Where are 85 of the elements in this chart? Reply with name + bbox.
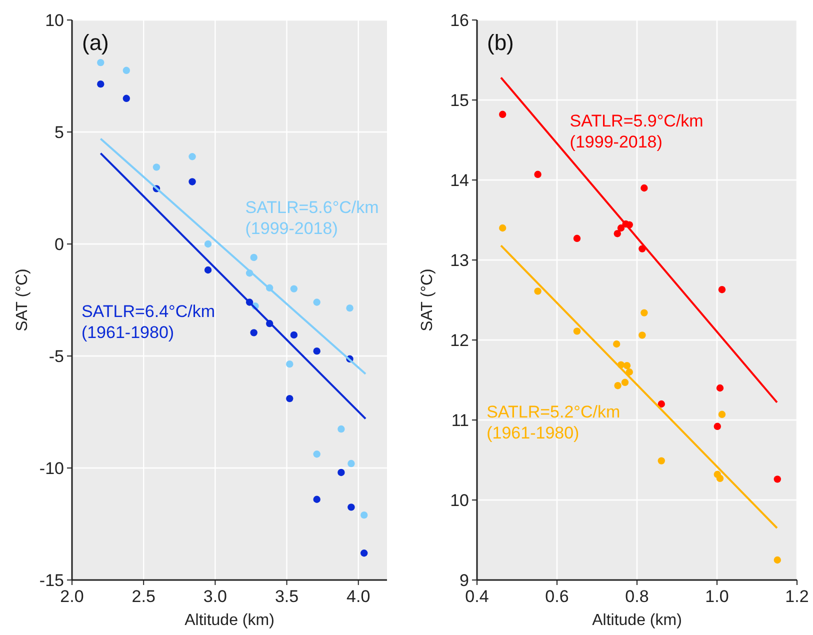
y-tick-label: 13 [450, 251, 469, 270]
point [152, 164, 160, 171]
point [658, 400, 665, 408]
point [623, 362, 631, 370]
point [188, 178, 196, 186]
x-tick-label: 3.0 [203, 587, 227, 606]
x-tick-label: 0.6 [545, 587, 569, 606]
x-tick-label: 4.0 [346, 587, 370, 606]
point [250, 254, 258, 262]
point [313, 450, 320, 458]
point [534, 288, 542, 295]
point [573, 328, 581, 335]
point [348, 504, 355, 511]
annotation: SATLR=5.6°C/km (1999-2018) [245, 198, 379, 238]
annotation: SATLR=5.2°C/km (1961-1980) [486, 402, 620, 443]
point [774, 556, 781, 564]
point [188, 153, 196, 160]
point [338, 425, 345, 433]
text: (a) [82, 30, 109, 55]
point [614, 230, 621, 238]
x-axis-title: Altitude (km) [184, 612, 274, 629]
point [613, 340, 620, 348]
text: (b) [487, 30, 514, 55]
x-tick-label: 1.2 [785, 587, 809, 606]
point [534, 170, 542, 178]
x-axis-title: Altitude (km) [592, 612, 682, 629]
point [313, 347, 320, 355]
point [97, 80, 104, 88]
point [716, 474, 724, 482]
point [640, 309, 648, 316]
point [360, 550, 368, 557]
point [718, 410, 726, 418]
point [614, 382, 622, 390]
y-tick-label: 5 [54, 123, 64, 142]
point [718, 286, 726, 294]
y-tick-label: 14 [450, 171, 469, 190]
y-tick-label: 10 [450, 491, 469, 510]
point [122, 66, 130, 74]
point [658, 457, 665, 464]
x-tick-label: 3.5 [274, 587, 299, 606]
point [499, 110, 506, 118]
annotation: SATLR=5.9°C/km (1999-2018) [570, 111, 704, 152]
point [573, 234, 581, 242]
point [638, 332, 646, 339]
y-tick-label: 12 [450, 331, 469, 350]
point [774, 476, 781, 483]
y-tick-label: 11 [451, 411, 469, 430]
x-tick-label: 2.0 [60, 587, 84, 606]
y-tick-label: 15 [450, 91, 469, 110]
point [621, 378, 629, 386]
x-tick-label: 0.8 [625, 587, 649, 606]
y-tick-label: -15 [39, 571, 64, 590]
y-tick-label: -5 [48, 347, 64, 366]
point [204, 266, 212, 274]
point [626, 368, 633, 376]
x-tick-label: 2.5 [132, 587, 156, 606]
annotation: SATLR=6.4°C/km (1961-1980) [81, 302, 216, 342]
point [122, 94, 130, 102]
point [617, 224, 625, 232]
y-tick-label: 16 [450, 11, 469, 30]
point [290, 331, 298, 339]
y-axis-title: SAT (°C) [14, 268, 31, 332]
point [286, 360, 294, 368]
point [313, 298, 320, 306]
point [714, 422, 721, 430]
x-tick-label: 1.0 [705, 587, 729, 606]
point [499, 224, 506, 232]
point [204, 240, 212, 248]
y-tick-label: -10 [39, 459, 64, 478]
y-tick-label: 0 [54, 235, 64, 254]
y-tick-label: 10 [45, 11, 64, 30]
point [360, 511, 368, 519]
point [346, 304, 354, 312]
point [286, 394, 294, 402]
x-tick-label: 0.4 [465, 587, 489, 606]
y-axis-title: SAT (°C) [419, 268, 436, 332]
point [290, 285, 298, 292]
point [313, 496, 320, 503]
point [640, 184, 648, 192]
point [348, 460, 355, 468]
point [338, 468, 345, 476]
y-tick-label: 9 [460, 571, 469, 590]
point [250, 329, 258, 336]
point [97, 58, 104, 66]
point [716, 384, 724, 392]
